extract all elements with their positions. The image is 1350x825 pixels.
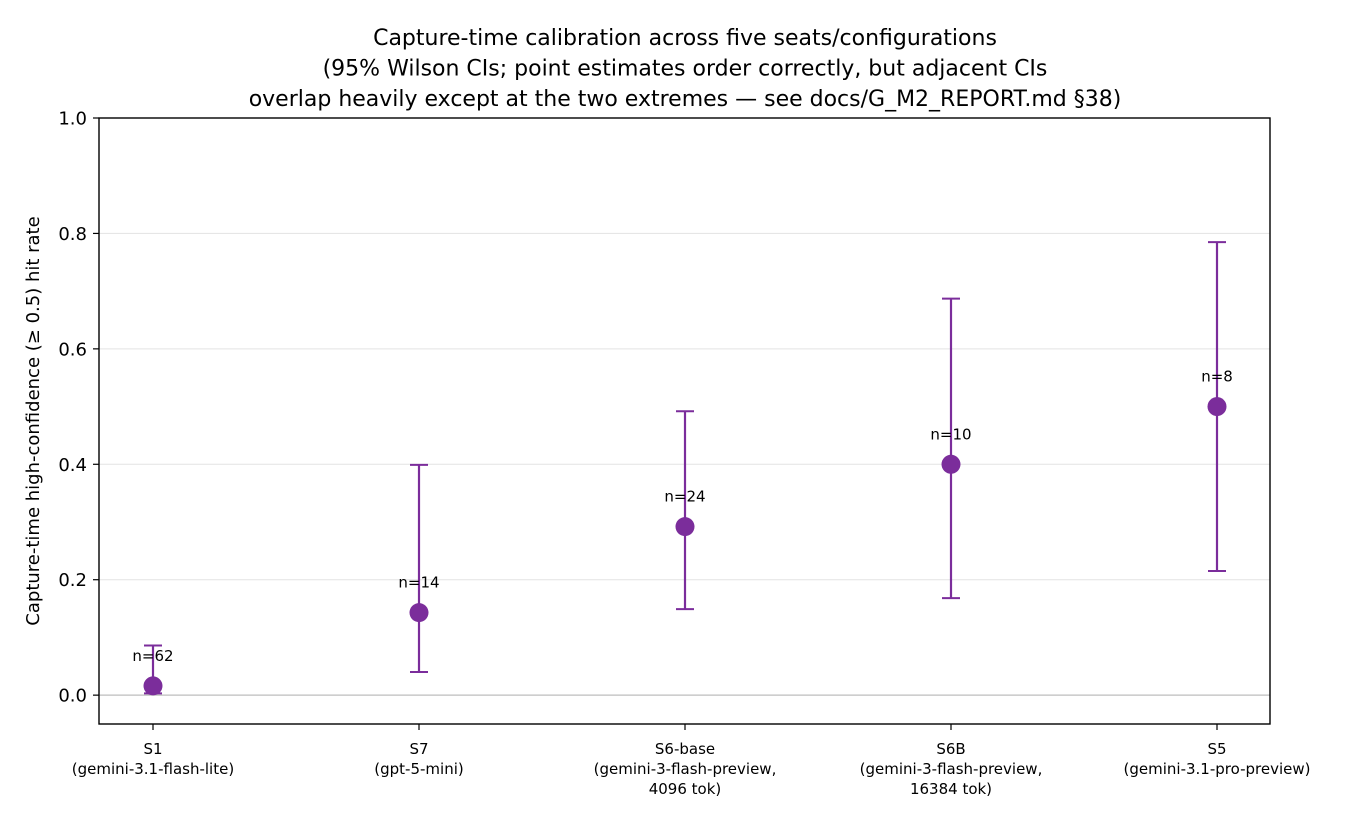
data-point (941, 454, 961, 474)
x-tick-config-label: (gpt-5-mini) (374, 760, 463, 778)
y-tick-label: 0.8 (58, 224, 87, 245)
x-axis: S1 (gemini-3.1-flash-lite) S7 (gpt-5-mini) S… (72, 724, 1311, 798)
n-label: n=10 (930, 425, 971, 443)
x-tick-config-label: (gemini-3-flash-preview, (860, 760, 1043, 778)
data-point (1207, 397, 1227, 417)
x-tick-config-label: (gemini-3.1-pro-preview) (1124, 760, 1311, 778)
x-tick-label: S5 (1207, 740, 1226, 758)
data-marks: n=62 n=14 n=24 n=10 n=8 (132, 241, 1233, 696)
data-point (409, 603, 429, 623)
y-axis-label: Capture-time high-confidence (≥ 0.5) hit… (23, 216, 44, 625)
x-tick-config-label: 4096 tok) (649, 780, 722, 798)
n-label: n=14 (398, 574, 439, 592)
data-point (675, 517, 695, 537)
title-line: (95% Wilson CIs; point estimates order c… (323, 57, 1048, 82)
x-tick-label: S6-base (655, 740, 715, 758)
x-tick-label: S7 (409, 740, 428, 758)
y-tick-label: 0.6 (58, 339, 87, 360)
y-tick-label: 0.0 (58, 686, 87, 707)
x-tick-label: S1 (143, 740, 162, 758)
x-tick-config-label: (gemini-3.1-flash-lite) (72, 760, 234, 778)
title-line: Capture-time calibration across five sea… (373, 26, 997, 51)
y-axis: 0.0 0.2 0.4 0.6 0.8 1.0 (58, 109, 99, 707)
y-tick-label: 0.4 (58, 455, 87, 476)
chart-title: Capture-time calibration across five sea… (249, 26, 1122, 112)
x-tick-config-label: 16384 tok) (910, 780, 992, 798)
y-tick-label: 0.2 (58, 570, 87, 591)
y-tick-label: 1.0 (58, 109, 87, 130)
title-line: overlap heavily except at the two extrem… (249, 87, 1122, 112)
x-tick-config-label: (gemini-3-flash-preview, (594, 760, 777, 778)
n-label: n=24 (664, 488, 705, 506)
n-label: n=8 (1201, 368, 1233, 386)
data-point (143, 676, 163, 696)
x-tick-label: S6B (936, 740, 965, 758)
n-label: n=62 (132, 647, 173, 665)
